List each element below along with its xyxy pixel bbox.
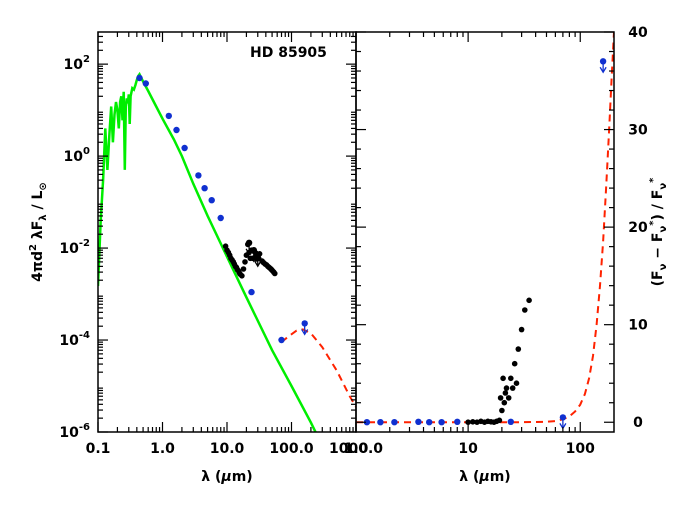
excess-photometric-excess-point bbox=[391, 419, 398, 426]
sed-photometric-upper-limit-marker bbox=[301, 320, 309, 336]
sed-ticks-layer: 0.1 1.0 10.0 100.0 1000.0 10-6 10-4 10-2 100 102 bbox=[59, 32, 383, 457]
sed-y-tick-label: 10-2 bbox=[59, 238, 90, 257]
excess-photometric-excess-point bbox=[415, 418, 422, 425]
sed-photometric-upper-limit-point bbox=[301, 320, 308, 327]
sed-x-tick-label: 100.0 bbox=[269, 441, 314, 457]
excess-irs-excess-point bbox=[496, 417, 503, 424]
sed-irs-upper-limits-arrowhead bbox=[250, 255, 258, 263]
excess-photometric-excess-point bbox=[438, 419, 445, 426]
sed-photometry-point bbox=[278, 336, 285, 344]
sed-irs-spectrum-point bbox=[242, 259, 248, 265]
sed-photometry-point bbox=[181, 144, 188, 152]
excess-y-tick-label: 40 bbox=[628, 25, 648, 41]
sed-irs-upper-limits-arrowhead bbox=[254, 260, 262, 268]
excess-irs-excess-point bbox=[470, 419, 476, 425]
sed-irs-upper-limits-point bbox=[245, 239, 253, 246]
sed-irs-upper-limits-marker bbox=[250, 247, 258, 263]
sed-irs-upper-limits-marker bbox=[254, 252, 262, 268]
excess-panel-frame bbox=[355, 31, 615, 433]
excess-y-tick-label: 10 bbox=[628, 318, 648, 334]
excess-photometric-excess-point bbox=[426, 419, 433, 426]
sed-x-axis-title: λ (μm) bbox=[201, 469, 252, 485]
sed-dust-model-line bbox=[280, 328, 356, 408]
sed-irs-spectrum-point bbox=[240, 266, 247, 272]
excess-dust-excess-model-line bbox=[356, 32, 614, 424]
sed-y-tick-label: 10-6 bbox=[59, 422, 90, 441]
excess-photometric-excess-upper-limits-arrowhead bbox=[599, 66, 607, 74]
excess-irs-excess-point bbox=[515, 346, 522, 352]
sed-x-tick-label: 1000.0 bbox=[329, 441, 383, 457]
sed-irs-spectrum-point bbox=[239, 273, 245, 279]
excess-irs-excess-point bbox=[511, 360, 518, 367]
sed-photometry-point bbox=[201, 185, 208, 192]
excess-photometric-excess-point bbox=[454, 418, 461, 425]
excess-irs-excess-point bbox=[501, 399, 508, 406]
excess-photometric-excess-point bbox=[377, 419, 384, 426]
sed-y-tick-label: 10-4 bbox=[59, 330, 90, 349]
excess-irs-excess-point bbox=[503, 385, 510, 391]
sed-photometry-point bbox=[195, 172, 202, 179]
excess-y-tick-label: 20 bbox=[628, 220, 648, 236]
excess-irs-excess-point bbox=[522, 307, 528, 313]
excess-photometric-excess-point bbox=[507, 418, 514, 425]
sed-photometry-point bbox=[173, 126, 180, 134]
sed-plot-area bbox=[98, 71, 356, 432]
excess-irs-excess-point bbox=[505, 395, 512, 401]
excess-irs-excess-point bbox=[508, 375, 514, 382]
sed-x-tick-label: 1.0 bbox=[150, 441, 175, 457]
excess-irs-excess-point bbox=[497, 395, 504, 401]
sed-photometric-upper-limit-arrowhead bbox=[301, 329, 309, 336]
sed-photometry-point bbox=[165, 112, 172, 120]
sed-x-tick-label: 0.1 bbox=[86, 441, 111, 457]
sed-panel: 0.1 1.0 10.0 100.0 1000.010-610-410-2100102 … bbox=[28, 31, 383, 485]
excess-y-axis-title: (Fν − Fν*) / Fν* bbox=[648, 177, 669, 287]
excess-photometric-excess-upper-limits-marker bbox=[599, 58, 607, 74]
sed-photometry-point bbox=[142, 80, 149, 87]
excess-x-axis-title: λ (μm) bbox=[459, 469, 510, 485]
star-name-label: HD 85905 bbox=[250, 45, 327, 61]
excess-ticks-layer: 1.0 10 100 0 10 20 30 40 bbox=[344, 25, 648, 457]
excess-irs-excess-point bbox=[499, 407, 505, 414]
excess-irs-excess-point bbox=[526, 297, 532, 304]
sed-y-tick-label: 100 bbox=[64, 146, 90, 165]
sed-photometry-point bbox=[208, 197, 215, 204]
sed-irs-spectrum-point bbox=[272, 270, 278, 277]
excess-irs-excess-point bbox=[513, 380, 520, 387]
sed-y-axis-title: 4πd2 λFλ / L⊙ bbox=[28, 182, 49, 282]
excess-irs-excess-point bbox=[518, 326, 525, 333]
excess-y-tick-label: 30 bbox=[628, 123, 648, 139]
sed-y-tick-label: 102 bbox=[64, 54, 90, 73]
excess-series-layer bbox=[356, 32, 614, 430]
excess-irs-excess-point bbox=[509, 385, 516, 391]
sed-stellar-model-spectrum-line bbox=[98, 71, 317, 432]
sed-photometry-point bbox=[217, 214, 224, 222]
sed-photometry-point bbox=[248, 288, 255, 296]
excess-x-tick-label: 1.0 bbox=[344, 441, 369, 457]
excess-irs-excess-point bbox=[500, 375, 506, 382]
sed-series-layer bbox=[98, 71, 356, 432]
excess-x-tick-label: 100 bbox=[566, 441, 595, 457]
excess-y-tick-label: 0 bbox=[633, 415, 643, 431]
excess-x-tick-label: 10 bbox=[458, 441, 478, 457]
excess-irs-excess-point bbox=[502, 390, 509, 396]
sed-x-tick-label: 10.0 bbox=[210, 441, 245, 457]
excess-plot-area bbox=[356, 32, 614, 430]
excess-panel: 1.0 10 100 0 10 20 30 40 λ (μm) (Fν − Fν*) / Fν… bbox=[344, 25, 669, 485]
sed-photometry-point bbox=[136, 74, 143, 82]
excess-photometric-excess-point bbox=[363, 419, 371, 426]
